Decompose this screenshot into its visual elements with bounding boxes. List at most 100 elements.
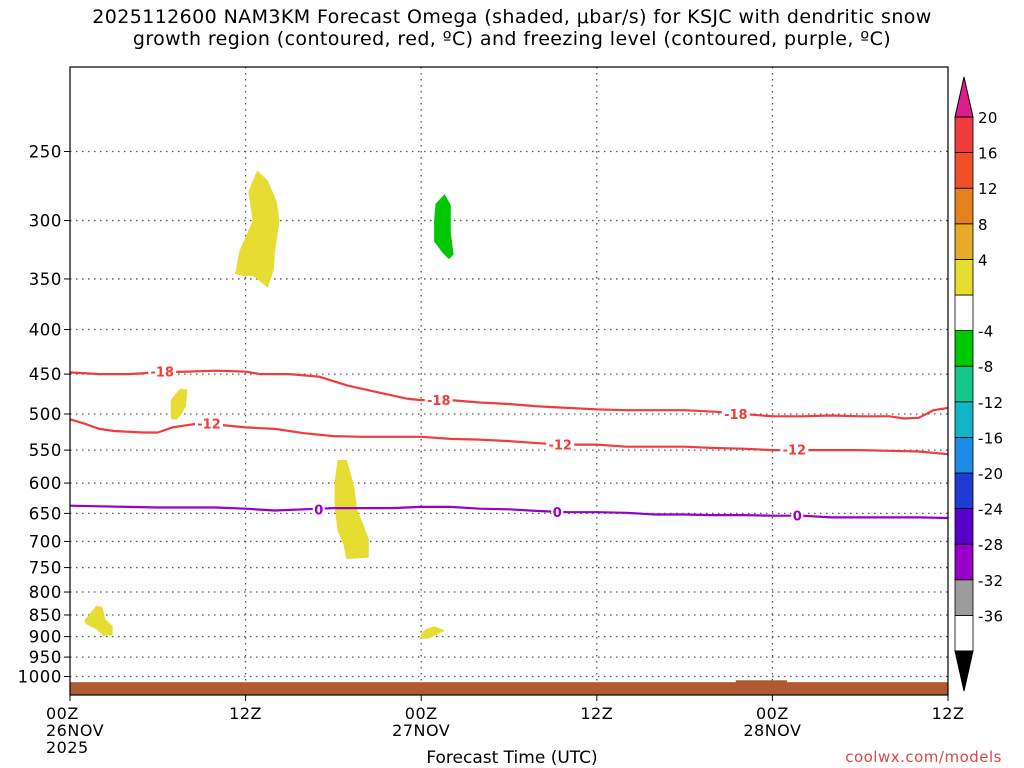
colorbar-segment	[954, 436, 974, 474]
colorbar-segment	[954, 401, 974, 438]
colorbar-tick-label: 16	[978, 145, 998, 163]
contour-label: -18	[150, 366, 174, 381]
colorbar-segment	[954, 543, 974, 581]
temperature-contours: -18 -18 -18 -12 -12 -12 0 0 0	[69, 364, 949, 525]
contour-line	[69, 369, 949, 420]
chart-title-line-1: 2025112600 NAM3KM Forecast Omega (shaded…	[92, 6, 932, 28]
ground-strip	[70, 682, 948, 695]
y-tick-label: 800	[29, 583, 62, 602]
colorbar-segment	[954, 579, 974, 616]
colorbar-tick-label: -12	[978, 394, 1003, 412]
contour-label-bg	[546, 437, 575, 452]
omega-shading	[84, 170, 454, 639]
colorbar-segment	[954, 365, 974, 403]
colorbar-segment	[954, 472, 974, 509]
plot-frame	[69, 66, 949, 696]
contour-label: -12	[783, 443, 807, 458]
colorbar-segment	[954, 294, 974, 331]
y-tick-label: 600	[29, 474, 62, 493]
colorbar-tick-label: -28	[978, 536, 1003, 554]
contour-label: 0	[314, 503, 323, 518]
y-tick-label: 650	[29, 504, 62, 523]
colorbar-segment	[954, 508, 974, 545]
colorbar-segment	[954, 258, 974, 296]
chart-title-line-2: growth region (contoured, red, ºC) and f…	[132, 28, 892, 50]
source-credit: coolwx.com/models	[845, 748, 1002, 766]
grid	[70, 67, 948, 695]
colorbar-tick-label: 12	[978, 180, 998, 198]
colorbar-tick-label: -4	[978, 323, 994, 341]
contour-label: 0	[793, 510, 802, 525]
contour-label-bg	[721, 407, 750, 422]
colorbar-arrow-top	[954, 76, 974, 118]
omega-region	[170, 388, 188, 420]
colorbar-tick-label: -8	[978, 358, 994, 376]
y-tick-label: 300	[29, 212, 62, 231]
y-tick-label: 950	[29, 648, 62, 667]
y-tick-label: 450	[29, 365, 62, 384]
omega-region	[420, 626, 446, 639]
contour-label: 0	[553, 506, 562, 521]
x-tick-label: 2025	[46, 738, 89, 757]
colorbar-segment	[954, 615, 974, 652]
colorbar-segment	[954, 187, 974, 225]
colorbar-tick-label: -20	[978, 465, 1003, 483]
colorbar-tick-label: -16	[978, 429, 1003, 447]
x-tick-label: 00Z	[46, 704, 79, 723]
omega-region	[334, 460, 369, 560]
colorbar-tick-label: -24	[978, 501, 1003, 519]
y-axis-ticks: 250 300 350 400 450 500 550 600 650 700 750 800 850 9…	[18, 143, 70, 687]
y-tick-label: 550	[29, 441, 62, 460]
colorbar-tick-label: 8	[978, 216, 988, 234]
ground-layer	[70, 680, 948, 695]
x-tick-label: 26NOV	[46, 721, 104, 740]
y-tick-label: 500	[29, 405, 62, 424]
y-tick-label: 850	[29, 606, 62, 625]
y-tick-label: 750	[29, 559, 62, 578]
y-tick-label: 1000	[18, 668, 62, 687]
colorbar-tick-label: 20	[978, 109, 998, 127]
y-tick-label: 400	[29, 321, 62, 340]
omega-region	[235, 170, 280, 288]
colorbar-tick-label: -36	[978, 607, 1003, 625]
contour-label-bg	[312, 502, 325, 517]
colorbar-segment	[954, 330, 974, 367]
omega-region	[434, 193, 454, 260]
contour-label-bg	[148, 364, 177, 379]
colorbar: 20 16 12 8 4 -4 -8 -12 -16 -20 -24 -28 -32 -36	[954, 76, 1003, 692]
colorbar-arrow-bottom	[954, 650, 974, 692]
contour-label: -12	[548, 439, 572, 454]
x-tick-label: 27NOV	[392, 721, 450, 740]
contour-label-bg	[424, 393, 453, 408]
chart-title: 2025112600 NAM3KM Forecast Omega (shaded…	[0, 6, 1024, 50]
colorbar-segment	[954, 152, 974, 189]
y-tick-label: 350	[29, 270, 62, 289]
x-tick-label: 28NOV	[743, 721, 801, 740]
y-tick-label: 900	[29, 628, 62, 647]
x-tick-label: 12Z	[580, 704, 613, 723]
x-axis-label: Forecast Time (UTC)	[426, 748, 598, 768]
omega-region	[84, 605, 113, 637]
contour-line	[69, 504, 949, 520]
contour-label: -18	[724, 408, 748, 423]
ground-bump	[735, 680, 788, 684]
contour-label: -18	[427, 394, 451, 409]
contour-label-bg	[551, 505, 564, 520]
x-tick-label: 12Z	[229, 704, 262, 723]
contour-label-bg	[780, 442, 809, 457]
y-tick-label: 700	[29, 532, 62, 551]
contour-label-bg	[791, 508, 804, 523]
x-tick-label: 00Z	[756, 704, 789, 723]
y-tick-label: 250	[29, 143, 62, 162]
x-tick-label: 00Z	[405, 704, 438, 723]
colorbar-segment	[954, 116, 974, 153]
contour-label-bg	[195, 416, 224, 431]
colorbar-tick-label: 4	[978, 251, 988, 269]
x-tick-label: 12Z	[932, 704, 965, 723]
colorbar-segment	[954, 223, 974, 260]
colorbar-tick-label: -32	[978, 572, 1003, 590]
plot-border	[69, 66, 949, 696]
contour-label: -12	[197, 418, 221, 433]
